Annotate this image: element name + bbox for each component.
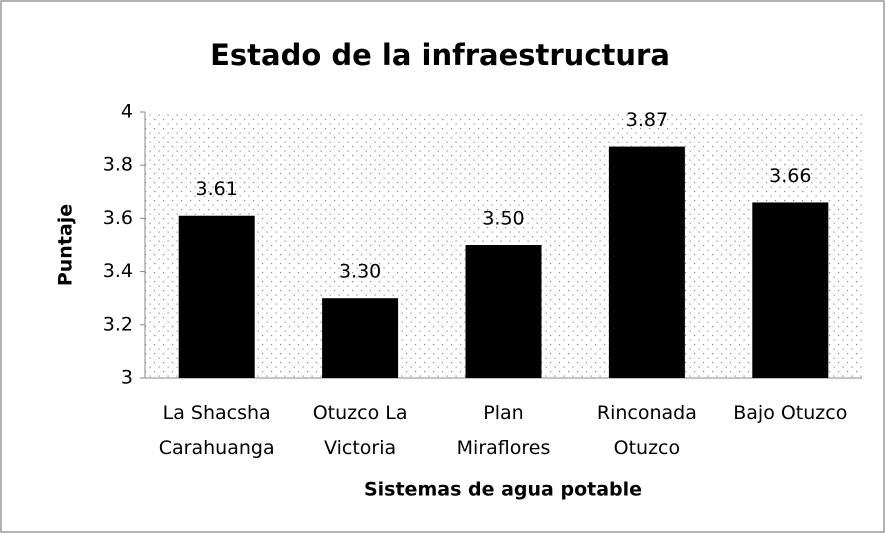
chart-title: Estado de la infraestructura: [210, 38, 670, 72]
y-tick-label: 3.6: [103, 207, 133, 229]
y-axis-label: Puntaje: [55, 204, 77, 286]
y-tick-label: 3.4: [103, 260, 133, 282]
y-tick-label: 3.2: [103, 313, 133, 335]
bar: [465, 245, 542, 378]
x-axis-label: Sistemas de agua potable: [364, 479, 642, 501]
bar: [752, 202, 829, 378]
x-tick-label: Plan Miraflores: [456, 402, 551, 459]
y-tick-label: 3: [121, 367, 133, 389]
y-tick-label: 4: [121, 101, 133, 123]
x-tick-label: Otuzco La Victoria: [312, 402, 408, 459]
x-tick-label: Bajo Otuzco: [733, 402, 848, 424]
bar: [178, 215, 255, 378]
x-tick-label: Rinconada Otuzco: [596, 402, 697, 459]
value-label: 3.87: [626, 109, 668, 131]
x-tick-label: La Shacsha Carahuanga: [158, 402, 275, 459]
value-label: 3.66: [769, 165, 811, 187]
y-tick-label: 3.8: [103, 154, 133, 176]
bar: [322, 298, 399, 378]
bar: [608, 146, 685, 378]
value-label: 3.61: [196, 178, 238, 200]
value-label: 3.30: [339, 261, 381, 283]
value-label: 3.50: [482, 208, 524, 230]
